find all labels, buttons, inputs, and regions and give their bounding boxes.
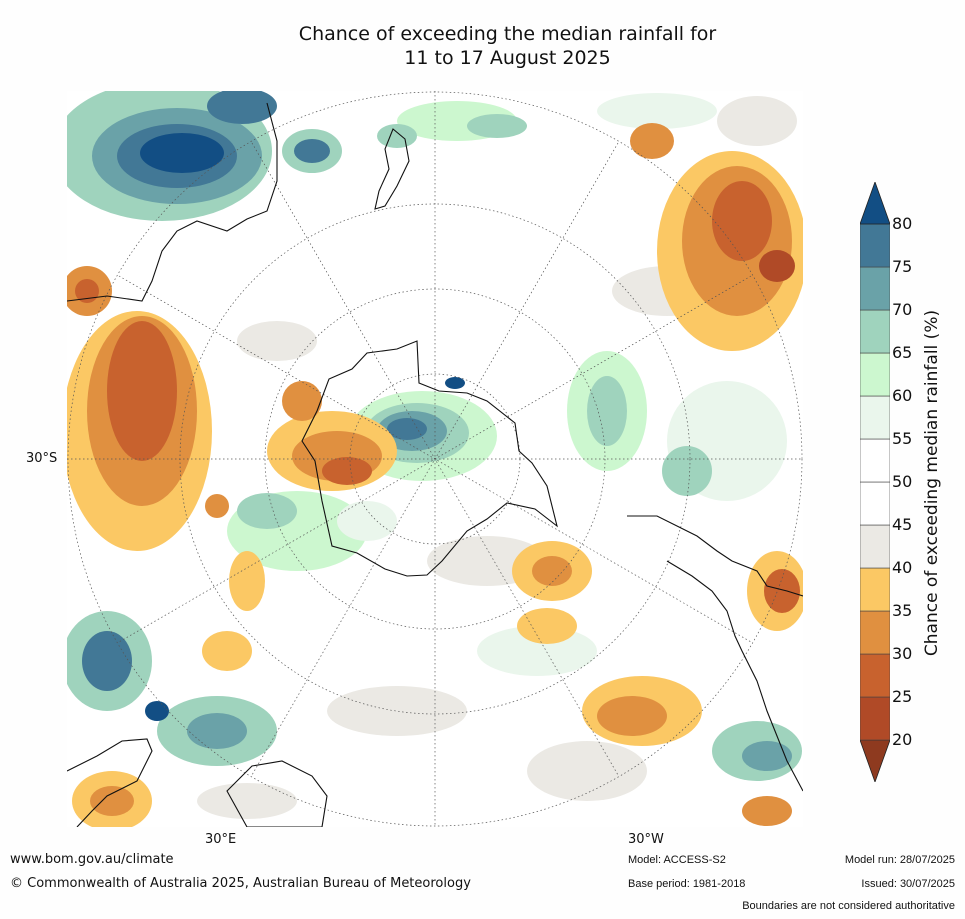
latitude-label-30s: 30°S: [26, 451, 58, 466]
colorbar-bin: [860, 309, 890, 354]
colorbar-tick-label: 25: [892, 687, 913, 706]
colorbar-bin: [860, 438, 890, 483]
colorbar-tick-label: 30: [892, 644, 913, 663]
copyright-text: © Commonwealth of Australia 2025, Austra…: [10, 876, 471, 891]
colorbar-extend-high: [860, 182, 890, 225]
africa-coastline: [67, 738, 153, 827]
dry-anomaly-regions: [67, 123, 803, 827]
madagascar-coastline: [226, 760, 328, 827]
coastlines: [67, 102, 803, 827]
base-period-text: Base period: 1981-2018: [628, 878, 746, 890]
issued-text: Issued: 30/07/2025: [861, 878, 955, 890]
model-run-text: Model run: 28/07/2025: [844, 854, 955, 866]
colorbar-bin: [860, 395, 890, 440]
longitude-label-30w: 30°W: [628, 832, 664, 847]
colorbar-extend-low: [860, 739, 890, 782]
graticule: [67, 91, 803, 827]
website-link[interactable]: www.bom.gov.au/climate: [10, 852, 174, 867]
title-line-2: 11 to 17 August 2025: [404, 47, 611, 69]
colorbar-tick-label: 80: [892, 214, 913, 233]
colorbar-bin: [860, 223, 890, 268]
disclaimer-text: Boundaries are not considered authoritat…: [742, 900, 955, 912]
colorbar-bin: [860, 610, 890, 655]
colorbar-bin: [860, 352, 890, 397]
colorbar: [860, 182, 890, 782]
colorbar-tick-label: 65: [892, 343, 913, 362]
antarctica-coastline: [301, 340, 558, 577]
colorbar-tick-label: 50: [892, 472, 913, 491]
colorbar-tick-label: 60: [892, 386, 913, 405]
model-text: Model: ACCESS-S2: [628, 854, 726, 866]
colorbar-bin: [860, 524, 890, 569]
colorbar-tick-label: 75: [892, 257, 913, 276]
colorbar-label: Chance of exceeding median rainfall (%): [922, 309, 942, 657]
australia-coastline: [67, 102, 278, 302]
colorbar-bin: [860, 567, 890, 612]
chart-title: Chance of exceeding the median rainfall …: [0, 22, 965, 70]
colorbar-tick-label: 40: [892, 558, 913, 577]
colorbar-bin: [860, 653, 890, 698]
colorbar-bin: [860, 266, 890, 311]
title-line-1: Chance of exceeding the median rainfall …: [298, 23, 717, 45]
colorbar-tick-label: 45: [892, 515, 913, 534]
new-zealand-coastline: [374, 128, 410, 210]
colorbar-bin: [860, 696, 890, 741]
south-america-coastline: [627, 515, 803, 792]
colorbar-bin: [860, 481, 890, 526]
rainfall-probability-map: [67, 91, 803, 827]
colorbar-tick-label: 70: [892, 300, 913, 319]
colorbar-tick-label: 35: [892, 601, 913, 620]
colorbar-tick-label: 55: [892, 429, 913, 448]
longitude-label-30e: 30°E: [205, 832, 237, 847]
colorbar-tick-label: 20: [892, 730, 913, 749]
